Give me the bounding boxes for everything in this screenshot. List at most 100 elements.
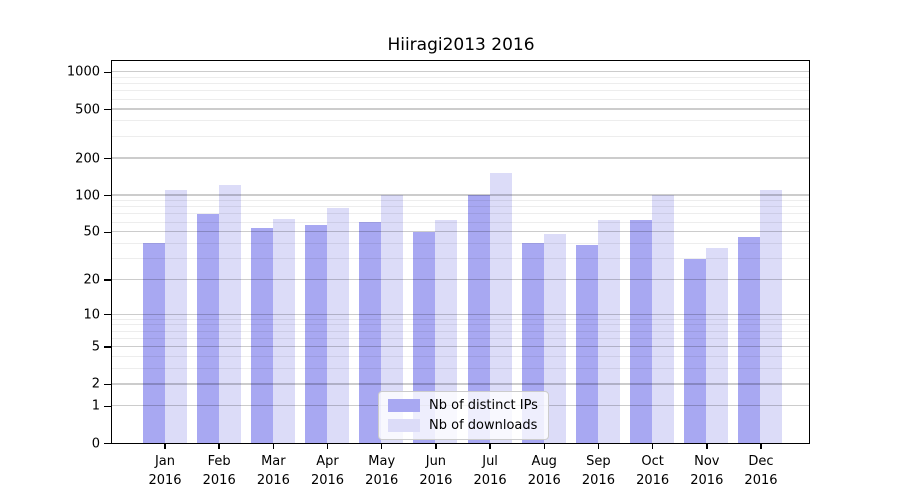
x-tick-year-apr: 2016 [310, 473, 345, 488]
x-tick-year-mar: 2016 [256, 473, 290, 488]
bar-distinct-ips-oct [630, 219, 653, 443]
bar-downloads-feb [218, 185, 241, 443]
x-tick-label-sep: Sep [586, 454, 611, 469]
bar-distinct-ips-apr [305, 224, 328, 443]
x-tick-label-jan: Jan [154, 454, 176, 469]
x-tick-label-jun: Jun [425, 454, 447, 469]
y-tick-mark [104, 108, 111, 111]
gridline-minor [112, 120, 809, 122]
legend-label-distinct-ips: Nb of distinct IPs [429, 398, 538, 413]
x-tick-label-feb: Feb [207, 454, 231, 469]
x-tick-year-aug: 2016 [527, 473, 561, 488]
x-tick-year-nov: 2016 [690, 473, 724, 488]
y-tick-mark [104, 194, 111, 197]
y-tick-mark [104, 405, 111, 407]
gridline-major [112, 157, 809, 159]
bar-downloads-oct [652, 195, 675, 443]
legend-item-distinct-ips: Nb of distinct IPs [388, 398, 538, 413]
x-tick-label-aug: Aug [531, 454, 557, 469]
x-tick-year-feb: 2016 [202, 473, 236, 488]
gridline-minor [112, 83, 809, 85]
x-tick-mark [218, 444, 220, 449]
legend-swatch-distinct-ips [388, 399, 420, 412]
gridline-minor [112, 135, 809, 137]
gridline-minor [112, 90, 809, 92]
y-tick-label-1: 1 [91, 398, 100, 414]
x-tick-mark [489, 444, 491, 449]
gridline-minor [112, 200, 809, 202]
x-tick-mark [380, 444, 383, 449]
x-tick-mark [706, 444, 708, 449]
y-tick-label-200: 200 [75, 151, 100, 167]
x-tick-label-oct: Oct [641, 454, 664, 469]
y-tick-label-500: 500 [75, 102, 100, 118]
bar-downloads-aug [543, 233, 566, 443]
gridline-minor [112, 337, 809, 339]
bar-downloads-sep [597, 220, 620, 443]
y-tick-mark [104, 279, 111, 281]
bar-downloads-jul [489, 173, 512, 443]
x-tick-year-dec: 2016 [744, 473, 778, 488]
y-tick-mark [104, 313, 111, 316]
y-tick-mark [104, 383, 111, 386]
gridline-major [112, 194, 809, 196]
gridline-minor [112, 77, 809, 78]
x-tick-label-dec: Dec [748, 454, 774, 469]
y-tick-mark [104, 442, 111, 445]
gridline-major [112, 278, 809, 281]
x-tick-label-mar: Mar [261, 454, 286, 469]
bar-distinct-ips-nov [684, 258, 707, 443]
bar-distinct-ips-sep [575, 244, 598, 443]
x-tick-year-oct: 2016 [636, 473, 670, 488]
bar-distinct-ips-jul [467, 195, 490, 443]
bar-distinct-ips-dec [738, 237, 761, 443]
gridline-minor [112, 213, 809, 215]
bar-downloads-jan [164, 189, 187, 443]
y-tick-label-50: 50 [83, 224, 100, 240]
y-tick-label-100: 100 [75, 188, 100, 204]
y-tick-label-1000: 1000 [66, 64, 100, 80]
x-tick-year-jun: 2016 [419, 473, 453, 488]
gridline-minor [112, 98, 809, 100]
x-tick-year-sep: 2016 [581, 473, 615, 488]
x-tick-mark [326, 444, 329, 449]
bar-distinct-ips-mar [250, 227, 273, 443]
gridline-minor [112, 206, 809, 208]
x-tick-mark [651, 444, 654, 449]
x-tick-mark [164, 444, 166, 449]
y-tick-label-2: 2 [91, 376, 100, 392]
gridline-minor [112, 221, 809, 223]
x-tick-mark [543, 444, 545, 449]
bar-distinct-ips-may [359, 222, 382, 443]
x-tick-mark [597, 444, 600, 449]
gridline-minor [112, 258, 809, 260]
gridline-major [112, 383, 809, 385]
legend-label-downloads: Nb of downloads [429, 418, 538, 433]
y-tick-mark [104, 346, 111, 348]
x-tick-mark [435, 444, 437, 449]
x-tick-label-nov: Nov [694, 454, 720, 469]
gridline-major [112, 313, 809, 315]
x-tick-label-jul: Jul [482, 454, 498, 469]
bar-distinct-ips-jun [413, 231, 436, 443]
legend-item-downloads: Nb of downloads [388, 418, 538, 433]
gridline-minor [112, 242, 809, 244]
legend: Nb of distinct IPs Nb of downloads [378, 391, 549, 440]
x-tick-label-apr: Apr [316, 454, 339, 469]
x-tick-mark [272, 444, 275, 449]
y-tick-mark [104, 71, 111, 74]
bar-downloads-apr [327, 208, 350, 443]
y-tick-mark [104, 157, 111, 160]
x-tick-year-jan: 2016 [148, 473, 182, 488]
gridline-major [112, 71, 809, 73]
plot-area [111, 60, 810, 444]
gridline-minor [112, 318, 809, 320]
gridline-minor [112, 356, 809, 358]
gridline-major [112, 346, 809, 348]
x-tick-year-jul: 2016 [473, 473, 507, 488]
y-tick-label-5: 5 [91, 339, 100, 355]
y-tick-label-0: 0 [91, 436, 100, 451]
bar-downloads-nov [706, 247, 729, 443]
chart-title: Hiiragi2013 2016 [387, 35, 535, 55]
